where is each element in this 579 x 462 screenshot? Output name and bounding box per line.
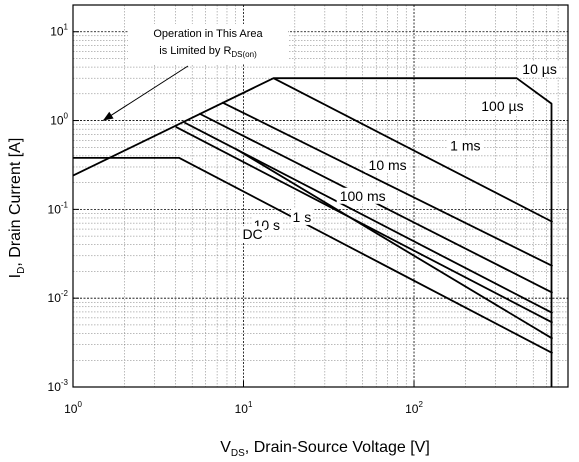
y-tick-label: 100 — [50, 112, 68, 128]
annotation-arrow-head — [103, 111, 114, 121]
y-tick-label: 10-1 — [48, 200, 69, 216]
axis-ticks: 100 101 102 10-3 10-2 10-1 100 101 — [48, 23, 424, 416]
x-tick-label: 102 — [405, 400, 423, 416]
y-tick-label: 101 — [50, 23, 68, 39]
annotation-arrow-shaft — [102, 65, 189, 121]
y-axis-title-sub: D — [16, 267, 27, 274]
annotation-line-2: is Limited by RDS(on) — [159, 45, 257, 59]
curve-label: 10 µs — [522, 61, 557, 77]
curve-label: 1 s — [293, 209, 312, 225]
soa-curve — [73, 156, 554, 354]
x-axis-title-rest: , Drain-Source Voltage [V] — [245, 439, 430, 456]
soa-curve — [235, 148, 554, 340]
y-axis-title-main: I — [7, 274, 24, 278]
soa-curve — [72, 77, 553, 387]
y-axis-title-rest: , Drain Current [A] — [7, 138, 24, 267]
grid — [73, 5, 568, 387]
x-tick-label: 100 — [64, 400, 82, 416]
curve-label: 100 µs — [481, 98, 523, 114]
curve-label: DC — [242, 226, 262, 242]
x-axis-title-main: V — [220, 439, 231, 456]
curve-label-bg — [290, 208, 313, 225]
curve-label: 100 ms — [340, 188, 386, 204]
soa-curve — [221, 101, 553, 267]
x-axis-title: VDS, Drain-Source Voltage [V] — [220, 439, 430, 459]
soa-curve — [175, 126, 554, 324]
annotation: Operation in This Area is Limited by RDS(… — [102, 24, 288, 121]
y-tick-label: 10-3 — [48, 378, 69, 394]
plot-frame — [72, 4, 569, 388]
curve-label-bg — [447, 137, 484, 154]
y-axis-title: ID, Drain Current [A] — [7, 138, 27, 279]
curve-label-bg — [365, 156, 410, 173]
curve-label: 1 ms — [450, 137, 480, 153]
x-axis-title-sub: DS — [231, 448, 245, 459]
soa-curve — [273, 77, 554, 223]
curve-label-bg — [240, 226, 265, 243]
curve-label-bg — [336, 187, 389, 204]
x-tick-label: 101 — [235, 400, 253, 416]
curve-label-bg — [519, 61, 560, 78]
curve-label: 10 ms — [369, 157, 407, 173]
annotation-bg — [128, 24, 288, 64]
curve-label-bg — [477, 98, 528, 115]
y-tick-label: 10-2 — [48, 289, 69, 305]
annotation-line-1: Operation in This Area — [153, 28, 263, 40]
